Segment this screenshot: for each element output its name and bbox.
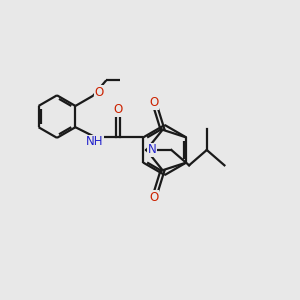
Text: O: O [113,103,123,116]
Text: N: N [148,143,157,157]
Text: NH: NH [86,135,103,148]
Text: O: O [149,96,159,109]
Text: O: O [149,191,159,204]
Text: O: O [94,86,104,99]
